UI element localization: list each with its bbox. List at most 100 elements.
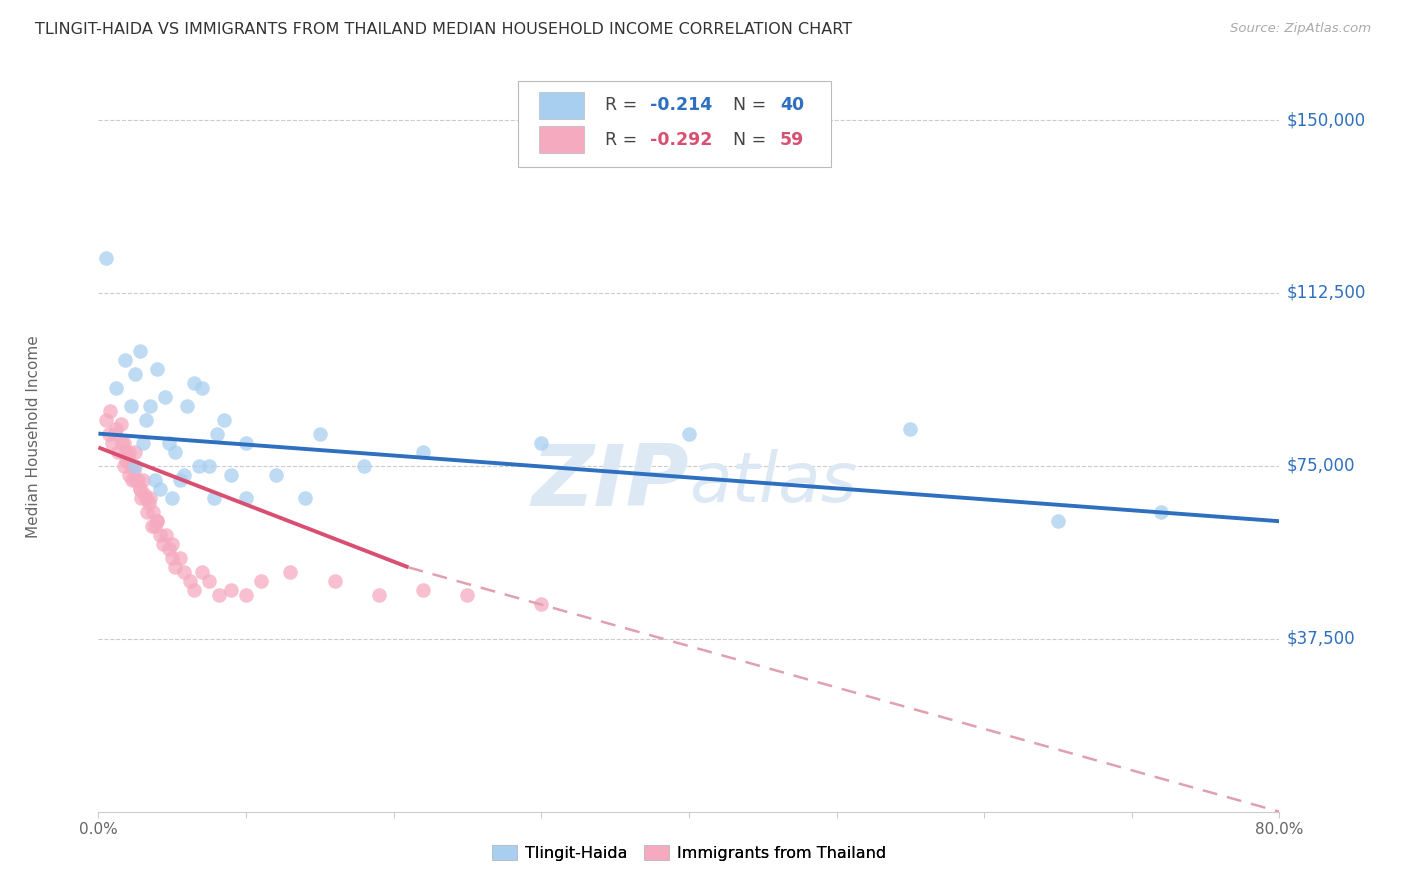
Text: $112,500: $112,500: [1286, 284, 1365, 302]
Point: [110, 417, 132, 432]
Point: [202, 491, 225, 505]
Point: [112, 435, 135, 450]
Point: [136, 505, 159, 519]
Point: [115, 445, 138, 459]
Legend: Tlingit-Haida, Immigrants from Thailand: Tlingit-Haida, Immigrants from Thailand: [485, 839, 893, 867]
Point: [412, 445, 434, 459]
Text: TLINGIT-HAIDA VS IMMIGRANTS FROM THAILAND MEDIAN HOUSEHOLD INCOME CORRELATION CH: TLINGIT-HAIDA VS IMMIGRANTS FROM THAILAN…: [35, 22, 852, 37]
Text: 59: 59: [780, 130, 804, 149]
Point: [173, 468, 195, 483]
Point: [135, 491, 157, 505]
Point: [134, 486, 156, 500]
Text: 40: 40: [780, 96, 804, 114]
Point: [1150, 505, 1173, 519]
Text: $150,000: $150,000: [1286, 112, 1365, 129]
Point: [124, 445, 146, 459]
Text: ZIP: ZIP: [531, 441, 689, 524]
Point: [191, 380, 214, 394]
Point: [114, 352, 136, 367]
Point: [169, 473, 191, 487]
Point: [138, 496, 160, 510]
Point: [143, 473, 166, 487]
Point: [162, 551, 183, 566]
Point: [900, 422, 922, 436]
Point: [221, 468, 243, 483]
Point: [120, 399, 142, 413]
Point: [124, 458, 146, 473]
FancyBboxPatch shape: [538, 126, 583, 153]
Point: [678, 426, 700, 441]
Point: [143, 519, 166, 533]
Point: [124, 367, 146, 381]
Point: [107, 445, 129, 459]
Point: [128, 482, 150, 496]
Point: [100, 435, 122, 450]
Point: [176, 399, 198, 413]
Point: [183, 376, 205, 390]
Point: [198, 458, 221, 473]
Point: [353, 458, 375, 473]
Point: [128, 343, 150, 358]
Text: $37,500: $37,500: [1286, 630, 1355, 648]
Text: $75,000: $75,000: [1286, 457, 1355, 475]
Point: [117, 450, 139, 464]
Point: [112, 458, 135, 473]
Text: atlas: atlas: [689, 449, 856, 516]
Point: [157, 435, 180, 450]
Point: [121, 458, 143, 473]
Text: N =: N =: [733, 130, 772, 149]
Point: [132, 473, 155, 487]
Point: [98, 403, 121, 417]
Point: [530, 597, 553, 611]
Text: -0.214: -0.214: [650, 96, 713, 114]
Text: R =: R =: [605, 96, 643, 114]
Point: [157, 541, 180, 556]
Point: [115, 454, 138, 468]
Point: [146, 514, 169, 528]
Point: [162, 537, 183, 551]
Point: [221, 583, 243, 598]
Point: [368, 588, 391, 602]
FancyBboxPatch shape: [538, 92, 583, 119]
Point: [1046, 514, 1070, 528]
Point: [162, 491, 183, 505]
Point: [128, 482, 150, 496]
Text: N =: N =: [733, 96, 772, 114]
Point: [111, 435, 134, 450]
Point: [280, 565, 302, 579]
FancyBboxPatch shape: [517, 81, 831, 168]
Point: [152, 537, 174, 551]
Text: -0.292: -0.292: [650, 130, 713, 149]
Point: [208, 588, 231, 602]
Point: [235, 491, 257, 505]
Point: [179, 574, 201, 589]
Point: [149, 482, 172, 496]
Point: [105, 380, 128, 394]
Point: [187, 458, 209, 473]
Point: [173, 565, 195, 579]
Text: R =: R =: [605, 130, 643, 149]
Point: [121, 473, 143, 487]
Point: [132, 435, 155, 450]
Point: [294, 491, 316, 505]
Point: [105, 422, 128, 436]
Point: [309, 426, 332, 441]
Point: [412, 583, 434, 598]
Point: [118, 445, 141, 459]
Point: [146, 362, 169, 376]
Point: [530, 435, 553, 450]
Point: [139, 491, 162, 505]
Text: Source: ZipAtlas.com: Source: ZipAtlas.com: [1230, 22, 1371, 36]
Point: [264, 468, 287, 483]
Point: [97, 426, 120, 441]
Point: [104, 426, 127, 441]
Point: [127, 473, 149, 487]
Point: [198, 574, 221, 589]
Point: [149, 528, 172, 542]
Point: [94, 413, 117, 427]
Point: [142, 505, 165, 519]
Text: Median Household Income: Median Household Income: [25, 335, 41, 539]
Point: [191, 565, 214, 579]
Point: [457, 588, 479, 602]
Point: [165, 445, 187, 459]
